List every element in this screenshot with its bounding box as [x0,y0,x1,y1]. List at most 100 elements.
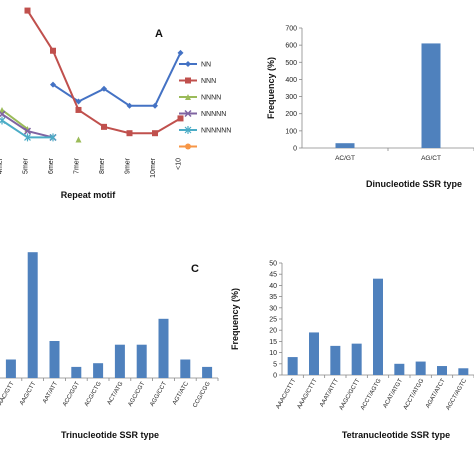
y-tick-label: 300 [285,94,297,101]
y-tick-label: 15 [269,339,277,346]
x-tick-label: AAAT/ATTT [319,378,340,409]
bar [330,345,341,375]
x-tick-label: 7mer [74,157,81,174]
bar [373,278,383,375]
bar [202,366,213,378]
y-tick-label: 200 [285,111,297,118]
data-point [185,61,191,67]
data-point [101,85,107,92]
bar [394,363,405,375]
data-point [24,133,31,142]
y-tick-label: 25 [269,317,277,324]
data-point [50,81,56,88]
bar [27,252,38,378]
x-tick-label: AGCT/AGTC [445,377,468,411]
y-axis-title: Frequency (%) [230,288,240,350]
panel-letter: C [191,263,199,275]
panel-b-dinucleotide-bar-chart: 0 100 200 300 400 500 600 700 AC/GT AG/CT Dinucleo… [266,26,474,189]
data-point [0,116,6,125]
legend-label: NNNN [201,95,221,102]
series-line [1,109,29,130]
data-point [152,102,158,109]
bar [49,341,60,378]
data-point [75,98,82,105]
x-tick-label: AAGC/GCTT [339,378,362,412]
y-tick-label: 400 [285,77,297,84]
x-tick-label: AAT/ATT [42,381,59,405]
x-axis-title: Dinucleotide SSR type [366,179,462,189]
data-point [185,77,191,84]
x-tick-label: AAAG/CTTT [297,378,319,410]
panel-c-trinucleotide-bar-chart: AAC/GTT AAG/CTT AAT/ATT ACC/GGT ACG/CTG ACT/A… [0,252,219,440]
data-point [50,47,56,54]
x-tick-label: 4mer [0,157,4,174]
x-tick-label: AG/CT [421,155,441,162]
x-tick-label: 9mer [125,157,132,174]
x-tick-label: <10 [176,158,183,170]
x-axis-title: Tetranucleotide SSR type [342,430,450,440]
x-tick-label: 8mer [99,157,106,174]
series-line [52,52,182,107]
data-point [177,49,184,56]
x-tick-label: CCG/CGG [192,381,212,409]
bar [93,363,104,378]
legend-label: NNNNNN [201,128,231,135]
x-tick-label: AGT/ATC [172,380,190,406]
data-point [101,123,107,130]
x-axis-title: Trinucleotide SSR type [61,430,159,440]
legend-label: NNNNN [201,111,226,118]
bar [287,357,298,375]
series-nnnnnn [0,116,57,142]
x-tick-label: AGAT/ATCT [425,378,447,410]
y-tick-label: 100 [285,128,297,135]
bar [421,43,441,148]
x-tick-label: 5mer [23,157,30,174]
x-tick-label: 10mer [150,157,157,178]
bar [309,332,319,375]
x-tick-label: ACT/ATG [107,381,125,406]
y-tick-label: 45 [269,272,277,279]
x-tick-label: AGG/CCT [149,381,168,408]
x-axis-title: Repeat motif [61,190,117,200]
y-tick-label: 500 [285,60,297,67]
x-tick-label: 6mer [48,157,55,174]
panel-letter: A [155,28,163,40]
y-axis-title: Frequency (%) [266,57,276,119]
y-tick-label: 30 [269,305,277,312]
x-tick-label: AC/GT [335,155,355,162]
series-nnn [24,7,184,137]
x-tick-label: AAC/GTT [0,381,16,407]
data-point [75,136,82,143]
data-point [126,130,133,137]
data-point [49,133,57,142]
bar [71,366,82,378]
x-tick-label: ACAT/ATGT [382,378,404,410]
x-tick-label: ACCT/ATGG [403,378,426,411]
y-tick-label: 20 [269,328,277,335]
panel-a-line-chart: A 4mer 5mer 6mer 7mer 8mer 9mer 10mer <10 Repeat … [0,7,231,200]
series-nn [50,49,184,109]
x-tick-label: ACG/CTG [84,381,103,408]
y-tick-label: 600 [285,43,297,50]
data-point [152,130,158,137]
data-point [185,94,191,100]
data-point [184,109,192,118]
bar [335,143,355,148]
bar [415,361,426,375]
legend-label: NN [201,62,211,69]
y-tick-label: 0 [273,373,277,380]
x-tick-label: ACCT/AGTG [360,378,383,412]
y-tick-label: 0 [293,146,297,153]
x-tick-label: ACC/GGT [62,381,81,408]
x-tick-label: AAG/CTT [19,381,37,407]
x-tick-label: AAAC/GTTT [275,378,297,410]
data-point [126,102,133,109]
bar [437,366,447,375]
data-point [185,143,191,150]
y-tick-label: 50 [269,261,277,268]
y-tick-label: 40 [269,283,277,290]
bar [458,368,469,375]
bar [180,359,191,378]
